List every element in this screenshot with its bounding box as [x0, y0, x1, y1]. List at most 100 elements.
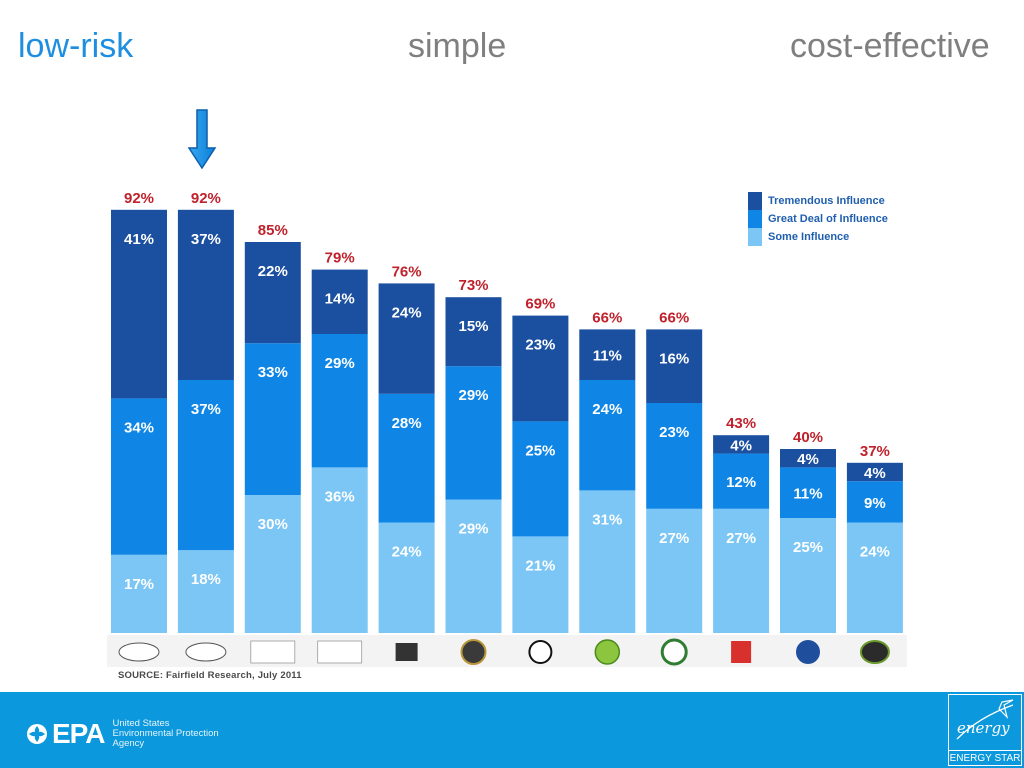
data-label: 9%	[864, 495, 886, 512]
bar-segment	[579, 329, 636, 380]
bar-segment	[177, 380, 234, 551]
data-label: 24%	[860, 544, 890, 561]
bar-segment	[579, 380, 636, 491]
data-label: 11%	[793, 486, 822, 503]
bar-segment	[846, 522, 903, 633]
bar-segment	[177, 209, 234, 380]
category-logo-icon	[185, 642, 227, 662]
data-label: 27%	[659, 530, 689, 547]
data-label: 25%	[793, 539, 823, 556]
bar-segment	[378, 283, 435, 394]
energy-star-script-icon: energy	[956, 699, 1014, 740]
category-logo-icon	[660, 638, 688, 666]
bar-segment	[512, 536, 569, 633]
chart-legend: Tremendous Influence Great Deal of Influ…	[748, 192, 888, 246]
bar-segment	[244, 242, 301, 344]
bar-segment	[244, 343, 301, 495]
data-label: 24%	[392, 544, 422, 561]
category-logo-icon	[395, 643, 418, 661]
category-logo-icon	[528, 640, 553, 664]
category-logo-icon	[250, 640, 296, 664]
bar-segment	[846, 481, 903, 523]
total-label: 73%	[458, 277, 488, 294]
legend-swatch-great-deal	[748, 210, 762, 228]
bar-segment	[579, 490, 636, 633]
epa-agency-line: Environmental Protection	[112, 728, 219, 739]
bar-segment	[111, 209, 167, 399]
bar-segment	[780, 449, 836, 468]
bar-segment	[445, 366, 502, 500]
bar-segment	[713, 453, 770, 509]
total-label: 79%	[325, 250, 355, 267]
energy-star-logo: energy ENERGY STAR	[948, 694, 1022, 766]
data-label: 27%	[726, 530, 756, 547]
data-label: 24%	[592, 401, 622, 418]
bar-segment	[445, 499, 502, 633]
data-label: 31%	[592, 511, 622, 528]
data-label: 33%	[258, 364, 288, 381]
title-word-low-risk: low-risk	[18, 27, 134, 65]
data-label: 22%	[258, 263, 288, 280]
total-label: 37%	[860, 443, 890, 460]
bar-segment	[177, 550, 234, 633]
data-label: 37%	[191, 231, 221, 248]
energy-star-script-text: energy	[957, 719, 1010, 737]
category-logo-icon	[731, 641, 752, 663]
total-label: 40%	[793, 429, 823, 446]
data-label: 28%	[392, 415, 422, 432]
total-label: 92%	[191, 190, 221, 207]
total-label: 69%	[525, 296, 555, 313]
bar-segment	[311, 269, 368, 334]
data-label: 30%	[258, 516, 288, 533]
epa-agency-line: United States	[112, 718, 170, 729]
epa-agency-name: United States Environmental Protection A…	[113, 719, 219, 749]
total-label: 66%	[592, 309, 622, 326]
total-label: 76%	[392, 263, 422, 280]
total-label: 66%	[659, 309, 689, 326]
title-word-simple: simple	[408, 27, 507, 65]
data-label: 14%	[325, 291, 355, 308]
data-label: 29%	[458, 521, 488, 538]
footer-bar: EPA United States Environmental Protecti…	[0, 692, 1024, 768]
bar-segment	[445, 297, 502, 367]
legend-item-some: Some Influence	[748, 228, 888, 246]
legend-swatch-tremendous	[748, 192, 762, 210]
category-logo-icon	[594, 639, 621, 665]
bar-segment	[646, 329, 703, 403]
legend-item-great-deal: Great Deal of Influence	[748, 210, 888, 228]
bar-segment	[780, 467, 836, 518]
bar-segment	[378, 522, 435, 633]
epa-logo: EPA United States Environmental Protecti…	[26, 718, 219, 750]
data-label: 17%	[124, 576, 154, 593]
data-label: 23%	[659, 424, 689, 441]
total-label: 43%	[726, 415, 756, 432]
data-label: 24%	[392, 304, 422, 321]
data-label: 4%	[730, 437, 752, 454]
influence-bar-chart: 17% 34% 41% 92% 18% 37% 37% 92% 30% 33% 22% 85% 36% 2…	[107, 190, 907, 667]
category-logo-icon	[796, 640, 820, 664]
legend-label-some: Some Influence	[768, 231, 850, 243]
legend-swatch-some	[748, 228, 762, 246]
category-logo-icon	[460, 639, 487, 665]
data-label: 12%	[726, 474, 756, 491]
bar-segment	[646, 508, 703, 633]
title-word-cost-effective: cost-effective	[790, 27, 990, 65]
legend-label-tremendous: Tremendous Influence	[768, 195, 885, 207]
bar-segment	[378, 393, 435, 523]
bar-segment	[512, 315, 569, 422]
category-logo-icon	[317, 640, 363, 664]
bar-segment	[713, 508, 770, 633]
legend-label-great-deal: Great Deal of Influence	[768, 213, 888, 225]
data-label: 18%	[191, 571, 221, 588]
data-label: 25%	[525, 442, 555, 459]
category-logo-icon	[859, 640, 890, 664]
bar-segment	[713, 435, 770, 454]
logo-strip	[107, 635, 907, 667]
category-logo-icon	[118, 642, 160, 662]
data-label: 37%	[191, 401, 221, 418]
source-note: SOURCE: Fairfield Research, July 2011	[118, 670, 302, 681]
data-label: 29%	[325, 355, 355, 372]
legend-item-tremendous: Tremendous Influence	[748, 192, 888, 210]
data-label: 29%	[458, 387, 488, 404]
data-label: 11%	[593, 348, 622, 365]
